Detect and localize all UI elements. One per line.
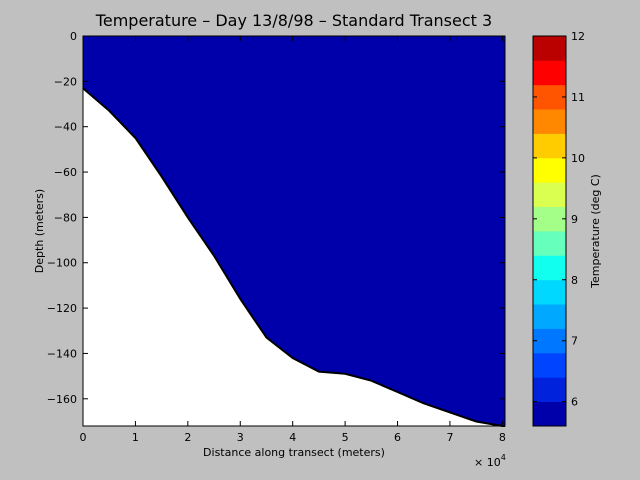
- plot-frame: [82, 35, 506, 427]
- y-axis-label: Depth (meters): [33, 189, 46, 273]
- colorbar-tick-label: 9: [571, 213, 578, 226]
- y-tick-label: −120: [47, 302, 77, 315]
- x-tick-label: 4: [289, 431, 296, 444]
- x-axis-multiplier-base: × 10: [474, 456, 501, 469]
- colorbar-swatch: [533, 279, 566, 305]
- colorbar-tick-label: 8: [571, 274, 578, 287]
- colorbar-swatch: [533, 157, 566, 183]
- contour-layer: [83, 36, 505, 426]
- x-tick-label: 7: [446, 431, 453, 444]
- seabed-outline: [82, 87, 505, 427]
- chart-title: Temperature – Day 13/8/98 – Standard Tra…: [95, 11, 492, 30]
- colorbar-tick-label: 7: [571, 335, 578, 348]
- x-axis-label: Distance along transect (meters): [203, 446, 385, 459]
- colorbar: [533, 36, 566, 427]
- colorbar-tick-label: 12: [571, 30, 585, 43]
- colorbar-swatch: [533, 352, 566, 378]
- x-tick-label: 8: [499, 431, 506, 444]
- colorbar-tick-label: 6: [571, 396, 578, 409]
- y-tick-label: 0: [70, 30, 77, 43]
- y-tick-label: −160: [47, 393, 77, 406]
- x-axis-multiplier-exponent: 4: [501, 453, 506, 462]
- colorbar-label: Temperature (deg C): [589, 174, 602, 289]
- y-axis: 0 −20 −40 −60 −80 −100 −120 −140 −160: [47, 30, 505, 406]
- colorbar-swatch: [533, 133, 566, 159]
- colorbar-swatch: [533, 231, 566, 256]
- colorbar-swatch: [533, 377, 566, 403]
- x-tick-label: 3: [237, 431, 244, 444]
- x-axis-multiplier: × 104: [474, 453, 506, 469]
- x-tick-label: 6: [394, 431, 401, 444]
- colorbar-swatch: [533, 255, 566, 281]
- colorbar-tick-label: 11: [571, 91, 585, 104]
- y-tick-label: −20: [54, 75, 77, 88]
- colorbar-swatch: [533, 36, 566, 61]
- seabed-area: [83, 88, 505, 426]
- colorbar-swatch: [533, 304, 566, 329]
- colorbar-swatch: [533, 401, 566, 427]
- x-tick-label: 2: [184, 431, 191, 444]
- colorbar-swatch: [533, 182, 566, 208]
- colorbar-tick-label: 10: [571, 152, 585, 165]
- y-tick-label: −140: [47, 347, 77, 360]
- x-tick-label: 5: [342, 431, 349, 444]
- y-tick-label: −80: [54, 211, 77, 224]
- colorbar-swatch: [533, 328, 566, 354]
- colorbar-swatch: [533, 109, 566, 134]
- y-tick-label: −60: [54, 166, 77, 179]
- x-tick-label: 0: [80, 431, 87, 444]
- x-axis: 0 1 2 3 4 5 6 7 8: [80, 36, 506, 444]
- x-tick-label: 1: [132, 431, 139, 444]
- colorbar-swatch: [533, 206, 566, 232]
- colorbar-swatch: [533, 60, 566, 86]
- y-tick-label: −100: [47, 257, 77, 270]
- colorbar-ticks: 6 7 8 9 10 11 12: [533, 30, 585, 409]
- y-tick-label: −40: [54, 121, 77, 134]
- colorbar-frame: [532, 35, 567, 427]
- colorbar-swatch: [533, 84, 566, 110]
